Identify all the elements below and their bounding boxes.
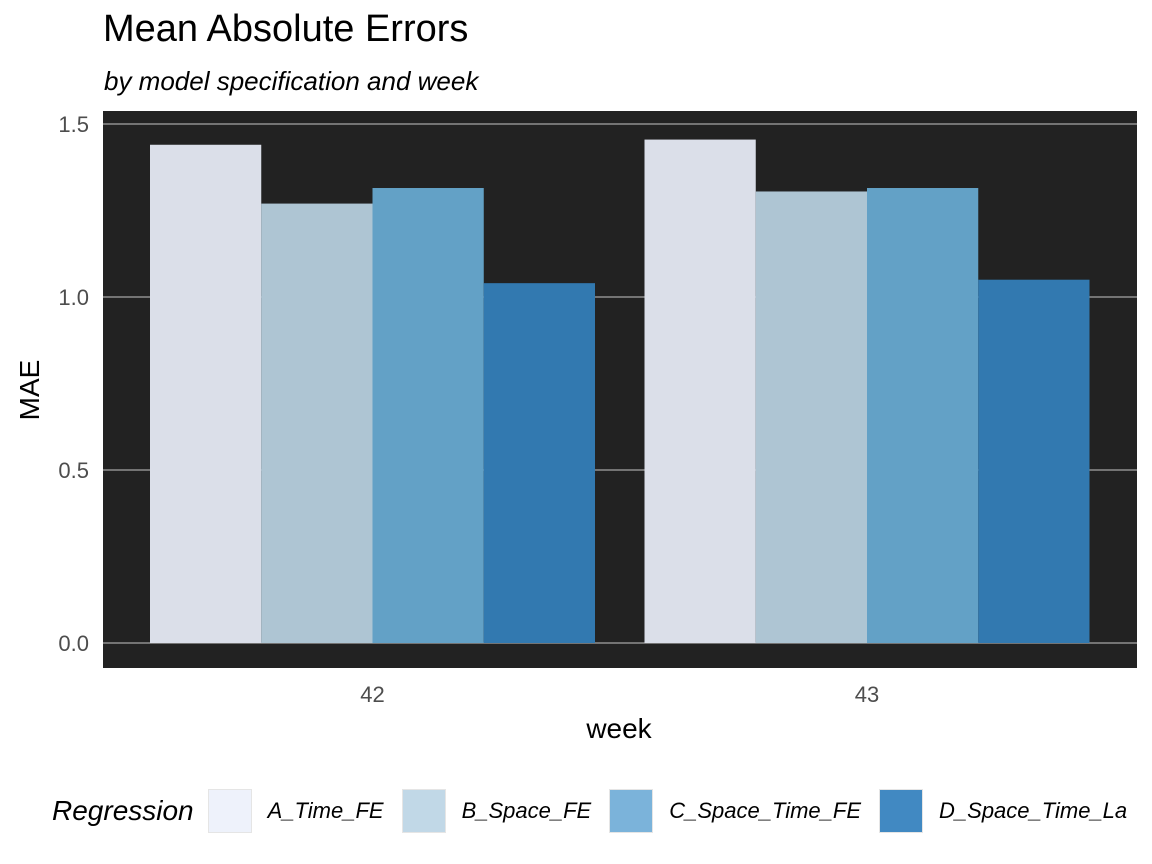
legend-item: D_Space_Time_La <box>879 789 1127 833</box>
legend-label: B_Space_FE <box>461 798 592 823</box>
bar-D_Space_Time_La-42 <box>483 283 595 643</box>
bar-C_Space_Time_FE-43 <box>867 188 979 643</box>
legend-item: B_Space_FE <box>401 789 592 833</box>
legend-label: A_Time_FE <box>267 798 384 823</box>
legend-label: C_Space_Time_FE <box>669 798 862 823</box>
bar-A_Time_FE-43 <box>644 139 756 643</box>
legend: Regression A_Time_FE B_Space_FE C_Space_Ti… <box>52 788 1152 834</box>
y-axis-title: MAE <box>14 360 45 421</box>
legend-title: Regression <box>52 795 194 826</box>
legend-swatch <box>879 789 924 833</box>
bar-D_Space_Time_La-43 <box>978 279 1090 643</box>
legend-swatch <box>401 789 446 833</box>
chart-title: Mean Absolute Errors <box>103 8 469 50</box>
legend-label: D_Space_Time_La <box>939 798 1128 823</box>
y-tick-label: 0.5 <box>58 458 89 483</box>
bar-A_Time_FE-42 <box>150 144 262 643</box>
x-tick-label: 43 <box>855 682 879 707</box>
tick-labels: 0.0 0.5 1.0 1.5 42 43 <box>58 112 879 707</box>
legend-swatch <box>207 789 252 833</box>
bar-C_Space_Time_FE-42 <box>372 188 484 643</box>
legend-item: C_Space_Time_FE <box>609 789 861 833</box>
chart-subtitle: by model specification and week <box>104 66 479 96</box>
legend-swatch <box>609 789 654 833</box>
legend-item: A_Time_FE <box>207 789 384 833</box>
bar-B_Space_FE-43 <box>755 191 867 643</box>
y-tick-label: 1.5 <box>58 112 89 137</box>
y-tick-label: 1.0 <box>58 285 89 310</box>
bars <box>150 139 1090 643</box>
x-axis-title: week <box>585 713 652 744</box>
x-tick-label: 42 <box>360 682 384 707</box>
bar-B_Space_FE-42 <box>261 203 373 643</box>
y-tick-label: 0.0 <box>58 631 89 656</box>
